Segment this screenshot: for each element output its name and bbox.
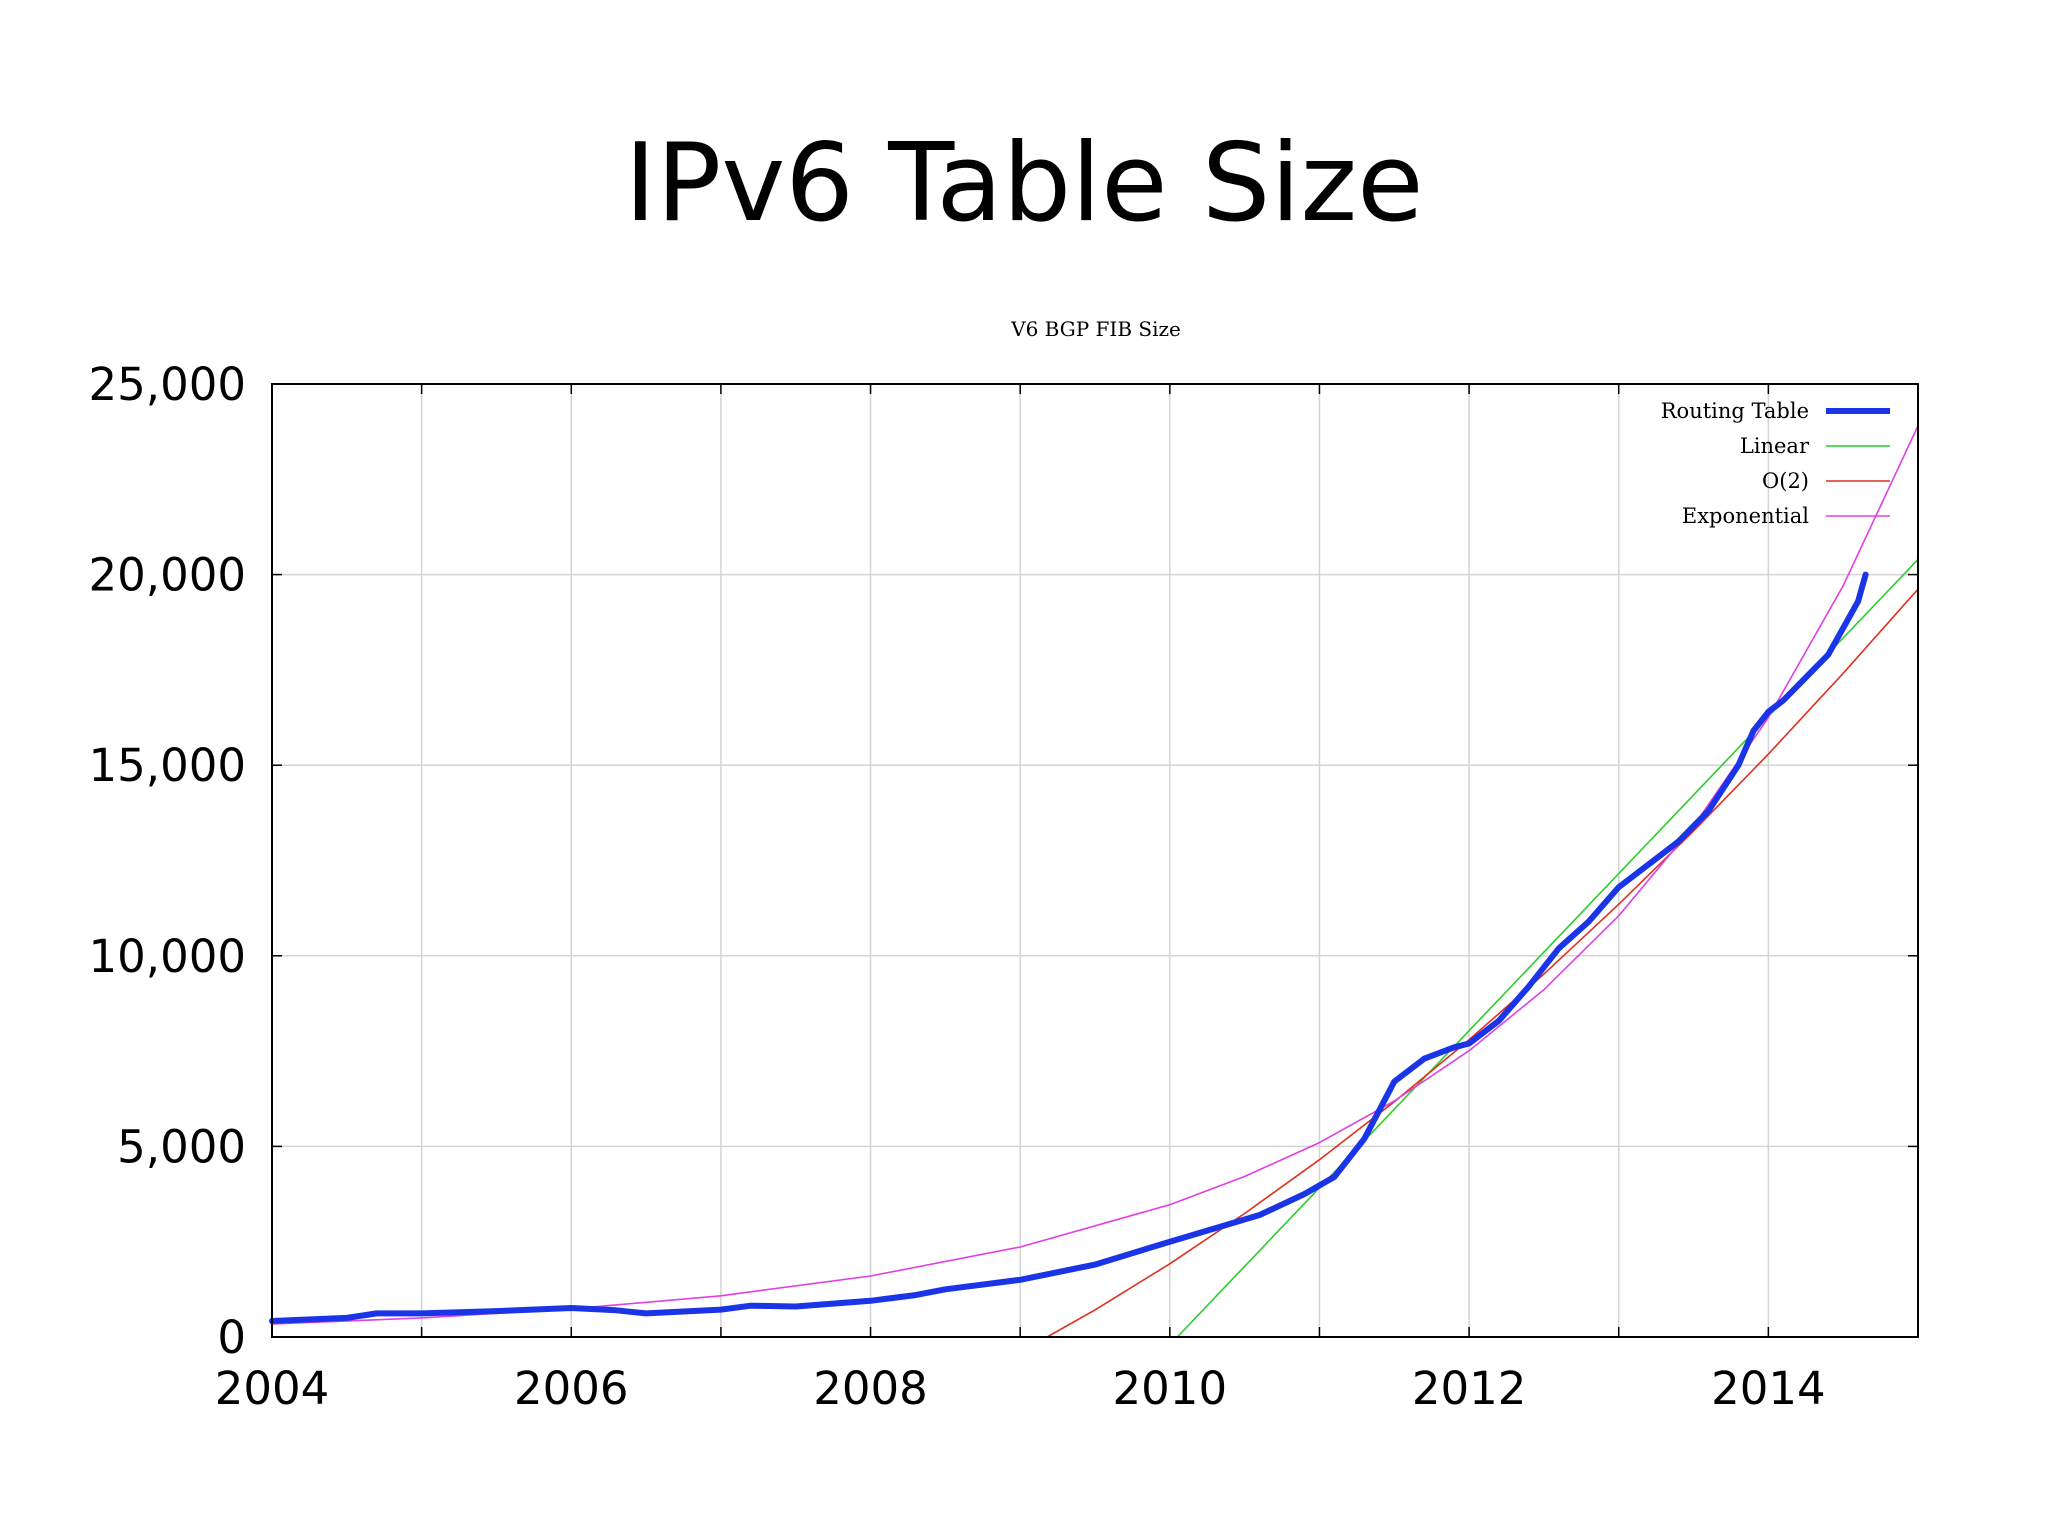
legend-label: O(2) — [1762, 469, 1809, 493]
x-tick-label: 2014 — [1711, 1362, 1826, 1415]
y-tick-label: 10,000 — [89, 930, 246, 983]
series-routing-table — [269, 571, 1869, 1324]
x-tick-label: 2008 — [813, 1362, 928, 1415]
chart-title: V6 BGP FIB Size — [1010, 317, 1181, 341]
y-tick-label: 0 — [217, 1311, 246, 1364]
x-axis-tick-labels: 2004 2006 2008 2010 2012 2014 — [215, 1362, 1826, 1415]
y-tick-label: 15,000 — [89, 739, 246, 792]
slide-title: IPv6 Table Size — [624, 121, 1424, 246]
series-o-2- — [1046, 588, 1919, 1338]
y-tick-label: 5,000 — [117, 1120, 246, 1173]
y-axis-tick-labels: 0 5,000 10,000 15,000 20,000 25,000 — [89, 358, 246, 1364]
legend-label: Linear — [1740, 434, 1810, 458]
legend: Routing Table Linear O(2) Exponential — [1661, 399, 1890, 528]
grid — [272, 384, 1918, 1337]
axis-ticks — [271, 383, 1919, 1338]
plot-area-background — [272, 384, 1918, 1337]
y-tick-label: 20,000 — [89, 549, 246, 602]
x-tick-label: 2010 — [1113, 1362, 1228, 1415]
legend-label: Routing Table — [1661, 399, 1809, 423]
x-tick-label: 2006 — [514, 1362, 629, 1415]
y-tick-label: 25,000 — [89, 358, 246, 411]
legend-label: Exponential — [1682, 504, 1809, 528]
series-layer — [269, 425, 1919, 1338]
series-exponential — [271, 425, 1919, 1325]
plot-area-frame — [271, 383, 1919, 1338]
x-tick-label: 2004 — [215, 1362, 330, 1415]
x-tick-label: 2012 — [1412, 1362, 1527, 1415]
